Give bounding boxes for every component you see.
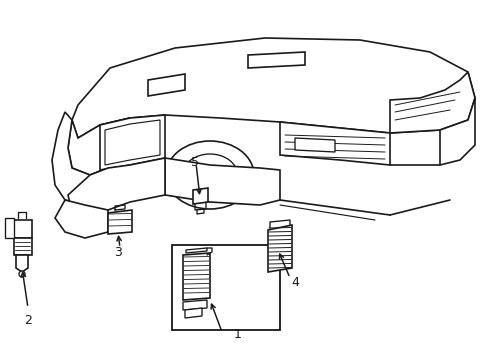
- Polygon shape: [100, 115, 164, 170]
- Polygon shape: [5, 218, 14, 238]
- Polygon shape: [193, 188, 207, 204]
- Polygon shape: [280, 122, 389, 165]
- Polygon shape: [105, 120, 160, 165]
- Polygon shape: [294, 138, 334, 152]
- Ellipse shape: [19, 271, 25, 277]
- Polygon shape: [439, 98, 474, 165]
- Polygon shape: [148, 74, 184, 96]
- Polygon shape: [108, 210, 132, 234]
- Text: 3: 3: [114, 247, 122, 260]
- Polygon shape: [68, 118, 130, 175]
- Polygon shape: [183, 300, 206, 310]
- Polygon shape: [55, 200, 108, 238]
- Ellipse shape: [182, 154, 237, 196]
- Polygon shape: [72, 38, 474, 138]
- Polygon shape: [164, 158, 280, 205]
- Polygon shape: [183, 253, 209, 300]
- Text: 5: 5: [191, 157, 199, 170]
- Polygon shape: [68, 158, 164, 218]
- Text: 4: 4: [290, 276, 298, 289]
- Polygon shape: [52, 112, 108, 205]
- Ellipse shape: [347, 141, 361, 155]
- Polygon shape: [10, 220, 32, 238]
- Polygon shape: [389, 72, 474, 133]
- Text: 2: 2: [24, 314, 32, 327]
- Polygon shape: [184, 308, 202, 318]
- Polygon shape: [14, 238, 32, 255]
- Text: 1: 1: [234, 328, 242, 342]
- Polygon shape: [185, 248, 206, 253]
- Polygon shape: [247, 52, 305, 68]
- Ellipse shape: [165, 141, 253, 209]
- Polygon shape: [16, 255, 28, 272]
- Bar: [172, 245, 280, 330]
- Polygon shape: [267, 225, 291, 272]
